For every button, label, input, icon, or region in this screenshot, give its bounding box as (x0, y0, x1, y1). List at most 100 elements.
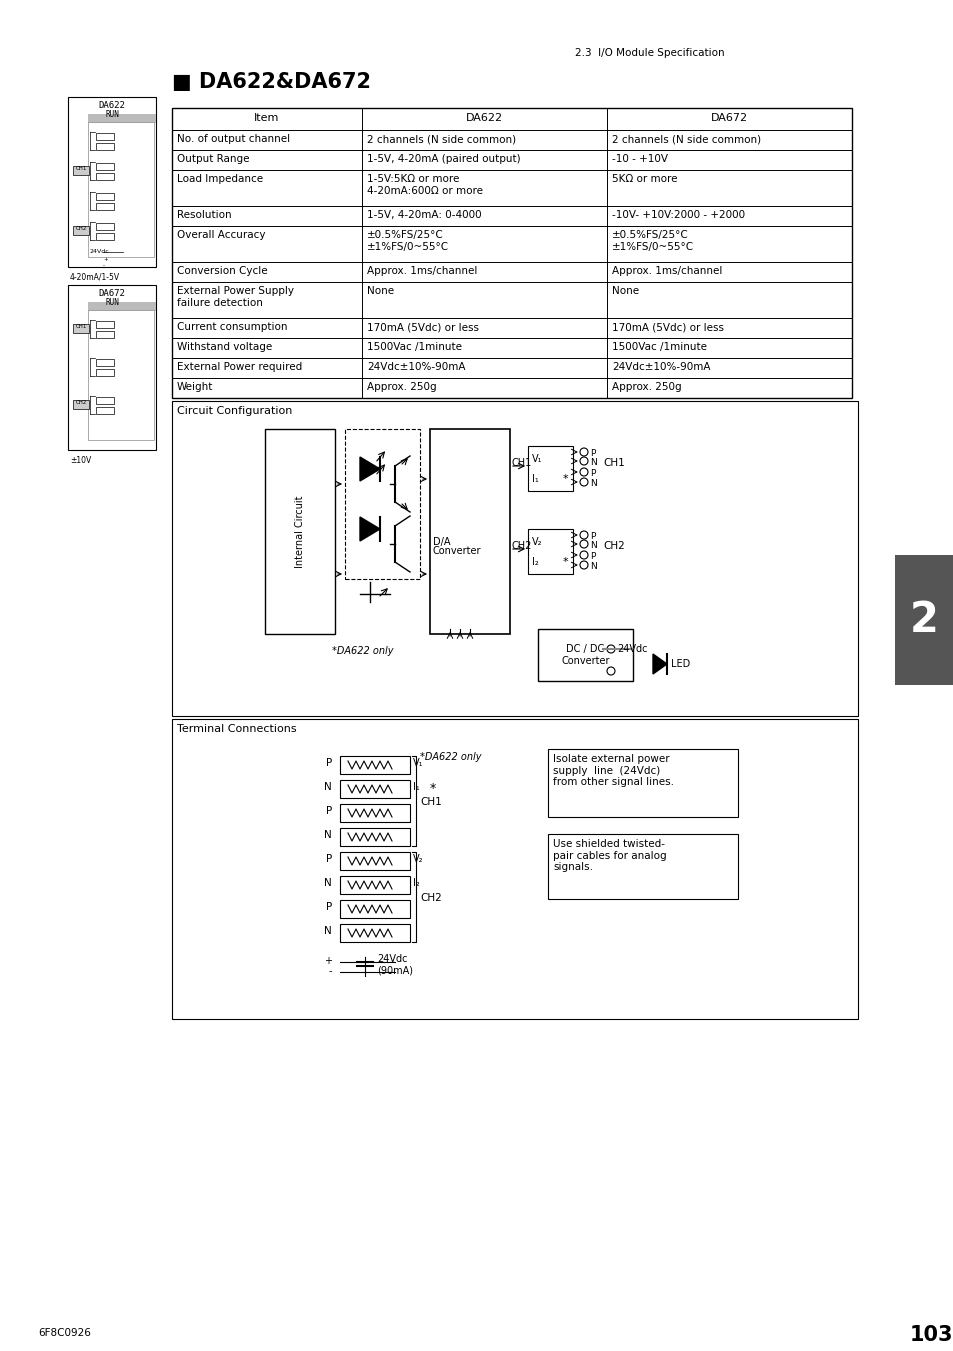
Bar (339, 900, 410, 917)
Text: N: N (324, 782, 332, 792)
Text: CH1: CH1 (75, 166, 87, 172)
Bar (96, 132, 113, 141)
Text: P: P (589, 532, 595, 540)
Bar (172, 108, 851, 399)
Bar (88, 113, 156, 123)
Text: DA622: DA622 (98, 101, 125, 109)
Text: External Power required: External Power required (177, 362, 302, 372)
Text: Terminal Connections: Terminal Connections (177, 724, 296, 734)
Text: V₂: V₂ (413, 854, 423, 865)
Text: Weight: Weight (177, 382, 213, 392)
Bar (339, 924, 410, 942)
Text: 2 channels (N side common): 2 channels (N side common) (612, 134, 760, 145)
Text: P: P (589, 553, 595, 561)
Text: ±0.5%FS/25°C
±1%FS/0~55°C: ±0.5%FS/25°C ±1%FS/0~55°C (367, 230, 449, 251)
Bar (88, 303, 156, 311)
Bar (894, 555, 953, 685)
Text: +
-: + - (103, 257, 108, 267)
Text: ±10V: ±10V (70, 457, 91, 465)
Text: Isolate external power
supply  line  (24Vdc)
from other signal lines.: Isolate external power supply line (24Vd… (553, 754, 673, 788)
Text: 170mA (5Vdc) or less: 170mA (5Vdc) or less (612, 322, 723, 332)
Bar (73, 226, 89, 235)
Text: V₂: V₂ (532, 536, 542, 547)
Text: *DA622 only: *DA622 only (332, 646, 393, 657)
Bar (88, 122, 153, 257)
Text: Approx. 1ms/channel: Approx. 1ms/channel (367, 266, 476, 276)
Text: -10V- +10V:2000 - +2000: -10V- +10V:2000 - +2000 (612, 209, 744, 220)
Text: 1-5V:5KΩ or more
4-20mA:600Ω or more: 1-5V:5KΩ or more 4-20mA:600Ω or more (367, 174, 482, 196)
Text: Output Range: Output Range (177, 154, 250, 163)
Text: CH2: CH2 (75, 226, 87, 231)
Text: I₁: I₁ (413, 782, 419, 792)
Bar (96, 203, 113, 209)
Text: CH2: CH2 (75, 400, 87, 405)
Text: N: N (589, 540, 597, 550)
Text: I₁: I₁ (532, 474, 538, 484)
Text: 4-20mA/1-5V: 4-20mA/1-5V (70, 273, 120, 282)
Text: 24Vdc±10%-90mA: 24Vdc±10%-90mA (367, 362, 465, 372)
Text: *: * (562, 557, 568, 567)
Text: Conversion Cycle: Conversion Cycle (177, 266, 268, 276)
Text: External Power Supply
failure detection: External Power Supply failure detection (177, 286, 294, 308)
Text: DA672: DA672 (98, 289, 125, 299)
Text: Item: Item (254, 113, 279, 123)
Text: 1500Vac /1minute: 1500Vac /1minute (612, 342, 706, 353)
Text: CH1: CH1 (419, 797, 441, 807)
Bar (339, 757, 410, 774)
Text: Circuit Configuration: Circuit Configuration (177, 407, 292, 416)
Text: ±0.5%FS/25°C
±1%FS/0~55°C: ±0.5%FS/25°C ±1%FS/0~55°C (612, 230, 694, 251)
Text: CH2: CH2 (419, 893, 441, 902)
Polygon shape (359, 457, 379, 481)
Bar (96, 223, 113, 230)
Text: 24Vdc
(90mA): 24Vdc (90mA) (376, 954, 413, 975)
Text: Converter: Converter (560, 657, 609, 666)
Text: DC / DC: DC / DC (566, 644, 604, 654)
Bar (527, 530, 573, 574)
Text: CH1: CH1 (602, 458, 624, 467)
Bar (339, 875, 410, 894)
Bar (96, 173, 113, 180)
Bar (537, 630, 633, 681)
Text: DA672: DA672 (710, 113, 747, 123)
Bar (430, 430, 510, 634)
Text: N: N (324, 878, 332, 888)
Text: N: N (589, 562, 597, 571)
Text: No. of output channel: No. of output channel (177, 134, 290, 145)
Text: I₂: I₂ (413, 878, 419, 888)
Bar (345, 430, 419, 580)
Bar (96, 397, 113, 404)
Text: 24Vdc: 24Vdc (90, 249, 110, 254)
Bar (96, 322, 113, 328)
Text: N: N (589, 458, 597, 467)
Text: P: P (325, 807, 332, 816)
Bar (339, 852, 410, 870)
Text: P: P (589, 449, 595, 458)
Text: 170mA (5Vdc) or less: 170mA (5Vdc) or less (367, 322, 478, 332)
Text: Approx. 250g: Approx. 250g (367, 382, 436, 392)
Bar (96, 163, 113, 170)
Text: ■ DA622&DA672: ■ DA622&DA672 (172, 72, 371, 92)
Bar (339, 804, 410, 821)
Bar (96, 232, 113, 240)
Bar (339, 780, 410, 798)
Text: CH1: CH1 (512, 458, 532, 467)
Polygon shape (359, 517, 379, 540)
Bar (68, 97, 156, 267)
Text: RUN: RUN (105, 109, 119, 119)
Text: V₁: V₁ (532, 454, 542, 463)
Text: Current consumption: Current consumption (177, 322, 287, 332)
Text: CH1: CH1 (75, 324, 87, 330)
Text: N: N (589, 480, 597, 488)
Bar (339, 828, 410, 846)
Text: 2.3  I/O Module Specification: 2.3 I/O Module Specification (575, 49, 724, 58)
Text: 1-5V, 4-20mA (paired output): 1-5V, 4-20mA (paired output) (367, 154, 520, 163)
Text: Converter: Converter (433, 547, 481, 557)
Bar (547, 834, 738, 898)
Text: N: N (324, 830, 332, 840)
Text: 103: 103 (909, 1325, 952, 1346)
Text: *: * (430, 782, 436, 794)
Text: Approx. 250g: Approx. 250g (612, 382, 680, 392)
Text: Resolution: Resolution (177, 209, 232, 220)
Bar (96, 331, 113, 338)
Text: LED: LED (670, 659, 690, 669)
